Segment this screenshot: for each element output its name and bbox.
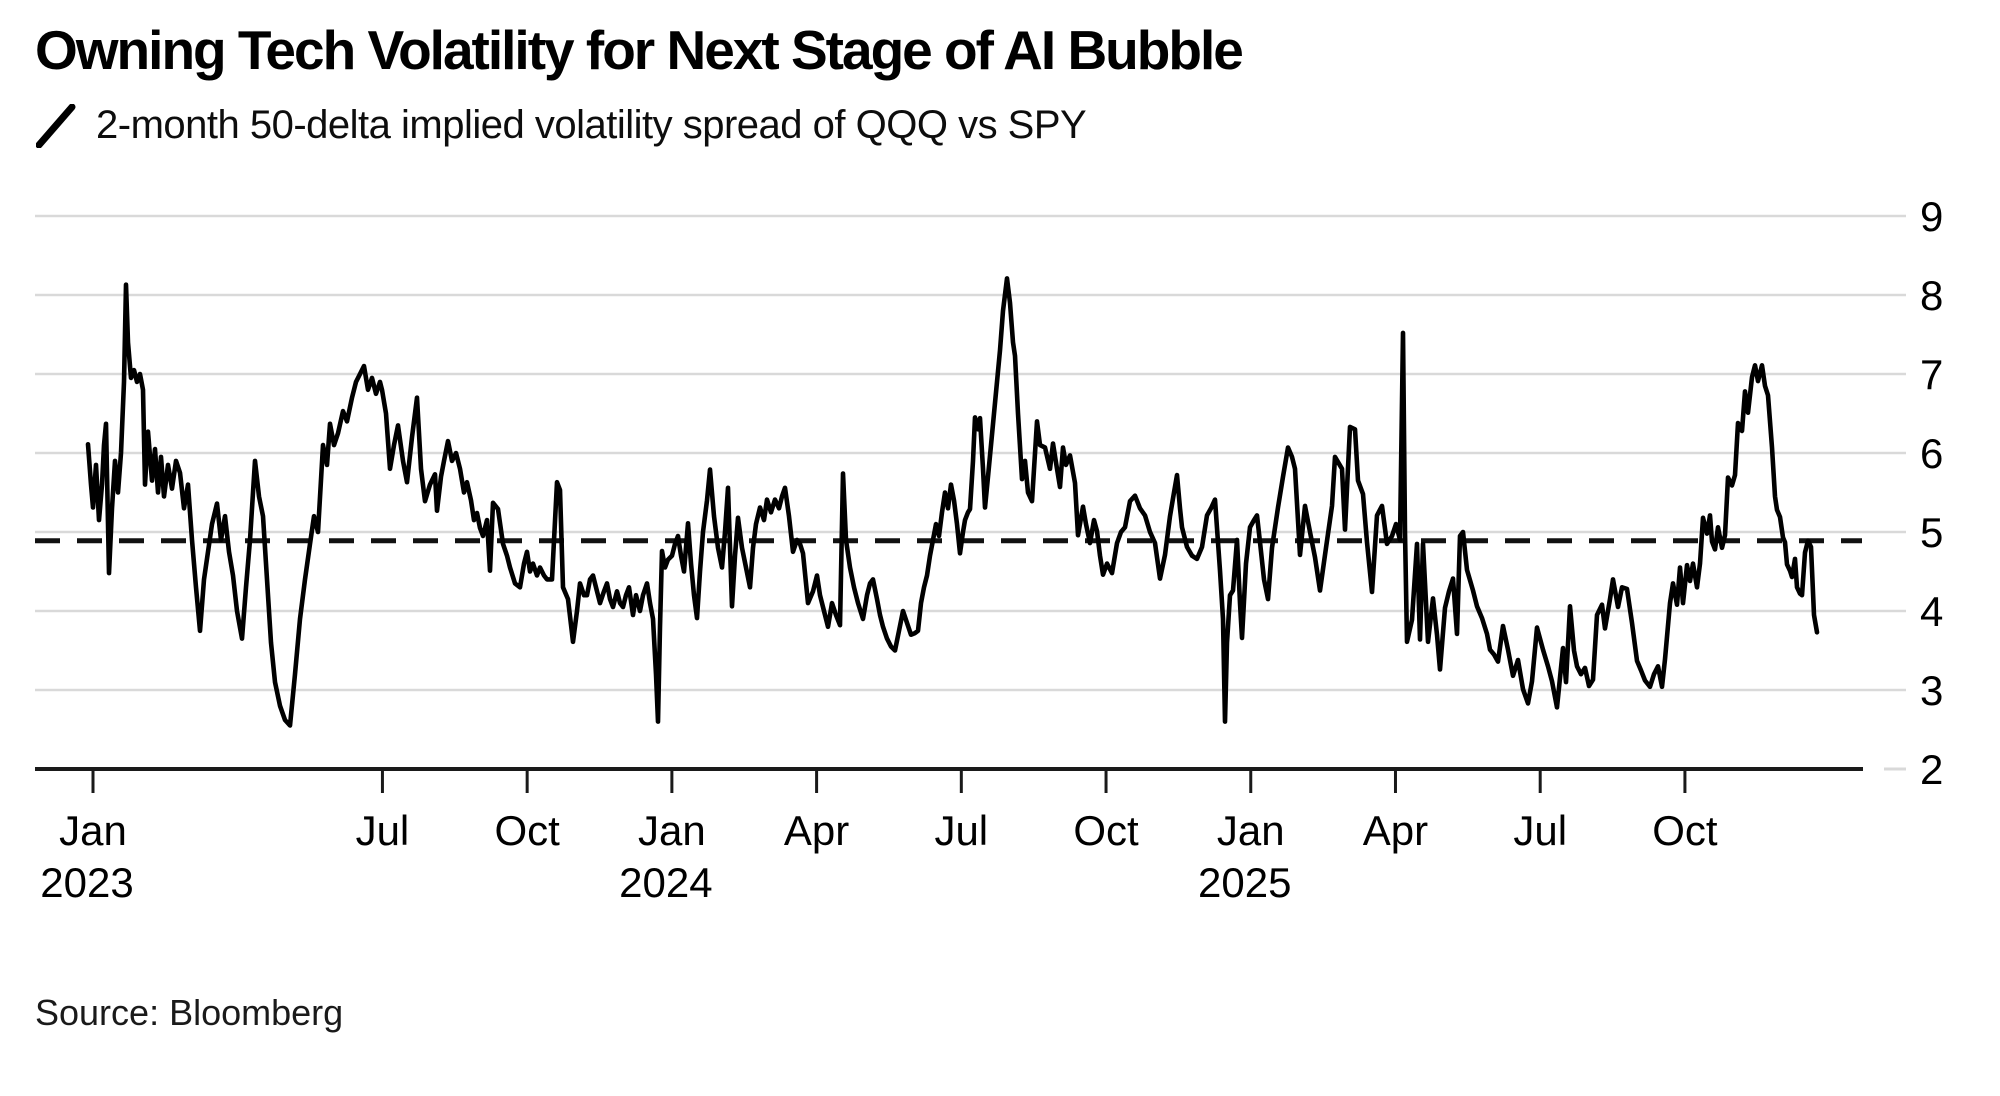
page-title: Owning Tech Volatility for Next Stage of… bbox=[35, 19, 1244, 81]
x-axis-month-label: Apr bbox=[784, 807, 849, 854]
y-axis-label: 6 bbox=[1920, 430, 1943, 477]
legend-series-label: 2-month 50-delta implied volatility spre… bbox=[96, 103, 1087, 147]
diagonal-line-icon bbox=[36, 103, 76, 148]
chart-legend: 2-month 50-delta implied volatility spre… bbox=[36, 103, 1087, 148]
vol-spread-series-line bbox=[85, 276, 1820, 728]
x-axis-month-label: Apr bbox=[1363, 807, 1428, 854]
x-axis-month-label: Jan bbox=[638, 807, 706, 854]
x-axis-month-label: Jul bbox=[1513, 807, 1567, 854]
y-axis-label: 3 bbox=[1920, 667, 1943, 714]
y-axis-label: 9 bbox=[1920, 193, 1943, 240]
y-axis-label: 8 bbox=[1920, 272, 1943, 319]
y-axis-label: 7 bbox=[1920, 351, 1943, 398]
source-attribution: Source: Bloomberg bbox=[35, 992, 344, 1033]
x-axis-month-label: Oct bbox=[1652, 807, 1718, 854]
y-axis-label: 4 bbox=[1920, 588, 1943, 635]
y-axis-label: 5 bbox=[1920, 509, 1943, 556]
y-axis-label: 2 bbox=[1920, 746, 1943, 793]
x-axis-year-label: 2024 bbox=[619, 859, 712, 906]
x-axis-month-label: Jul bbox=[934, 807, 988, 854]
x-axis-year-label: 2023 bbox=[40, 859, 133, 906]
x-axis-month-label: Jan bbox=[1217, 807, 1285, 854]
x-axis-month-label: Jul bbox=[356, 807, 410, 854]
x-axis-month-label: Oct bbox=[1073, 807, 1139, 854]
x-axis-year-label: 2025 bbox=[1198, 859, 1291, 906]
x-axis-month-label: Oct bbox=[494, 807, 560, 854]
x-axis-month-label: Jan bbox=[59, 807, 127, 854]
